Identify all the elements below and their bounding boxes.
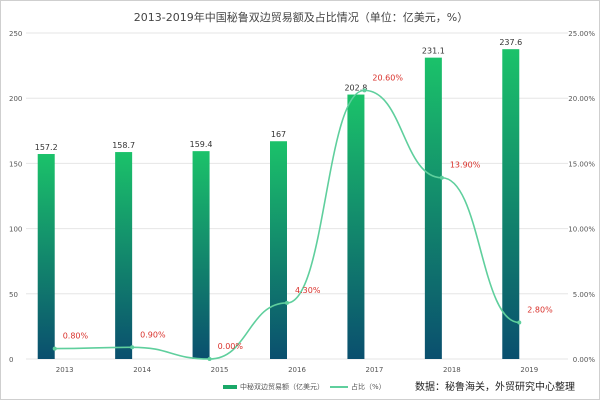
x-tick: 2018 xyxy=(443,366,461,374)
y-left-tick: 200 xyxy=(9,95,22,103)
y-left-tick: 50 xyxy=(9,291,18,299)
bar xyxy=(37,154,55,359)
y-right-tick: 10.00% xyxy=(568,226,595,234)
line-label: 13.90% xyxy=(450,161,481,170)
y-right-tick: 0.00% xyxy=(573,356,596,364)
y-right-tick: 20.00% xyxy=(568,95,595,103)
line-point xyxy=(362,88,367,93)
line-point xyxy=(52,346,57,351)
x-tick: 2017 xyxy=(366,366,384,374)
line-label: 20.60% xyxy=(372,73,403,82)
line-series xyxy=(54,89,520,360)
legend: 中秘双边贸易额（亿美元） 占比（%） xyxy=(223,382,386,392)
bar-label: 158.7 xyxy=(112,141,135,150)
y-right-tick: 5.00% xyxy=(573,291,596,299)
line-label: 2.80% xyxy=(527,305,553,314)
source-note: 数据：秘鲁海关，外贸研究中心整理 xyxy=(415,382,575,393)
line-label: 0.00% xyxy=(218,342,244,351)
bar xyxy=(347,94,365,359)
y-right-tick: 15.00% xyxy=(568,160,595,168)
line-label: 0.80% xyxy=(63,332,89,341)
line-point xyxy=(517,320,522,325)
x-tick: 2013 xyxy=(56,366,74,374)
bar xyxy=(424,57,442,359)
chart-title: 2013-2019年中国秘鲁双边贸易额及占比情况（单位：亿美元，%） xyxy=(133,11,469,24)
bar-label: 167 xyxy=(271,130,286,139)
legend-bar[interactable]: 中秘双边贸易额（亿美元） xyxy=(223,382,324,392)
y-left-tick: 250 xyxy=(9,30,22,38)
y-right-tick: 25.00% xyxy=(568,30,595,38)
bar-label: 231.1 xyxy=(422,47,445,56)
y-left-tick: 0 xyxy=(9,356,13,364)
bar xyxy=(270,141,287,359)
bar xyxy=(115,152,133,359)
line-label: 4.30% xyxy=(295,286,321,295)
bar-label: 159.4 xyxy=(190,140,213,149)
bar-label: 202.8 xyxy=(344,84,367,93)
line-point xyxy=(439,175,444,180)
legend-line[interactable]: 占比（%） xyxy=(330,382,386,392)
x-tick: 2016 xyxy=(288,366,306,374)
bar-label: 157.2 xyxy=(35,143,58,152)
x-tick: 2015 xyxy=(211,366,229,374)
line-point xyxy=(207,357,212,361)
bar xyxy=(192,151,210,359)
line-label: 0.90% xyxy=(140,330,166,339)
x-tick: 2014 xyxy=(133,366,151,374)
bar xyxy=(502,49,520,359)
line-point xyxy=(130,345,135,350)
x-tick: 2019 xyxy=(520,366,538,374)
bar-label: 237.6 xyxy=(499,38,522,47)
y-left-tick: 100 xyxy=(9,226,22,234)
y-left-tick: 150 xyxy=(9,160,22,168)
line-point xyxy=(285,300,289,305)
